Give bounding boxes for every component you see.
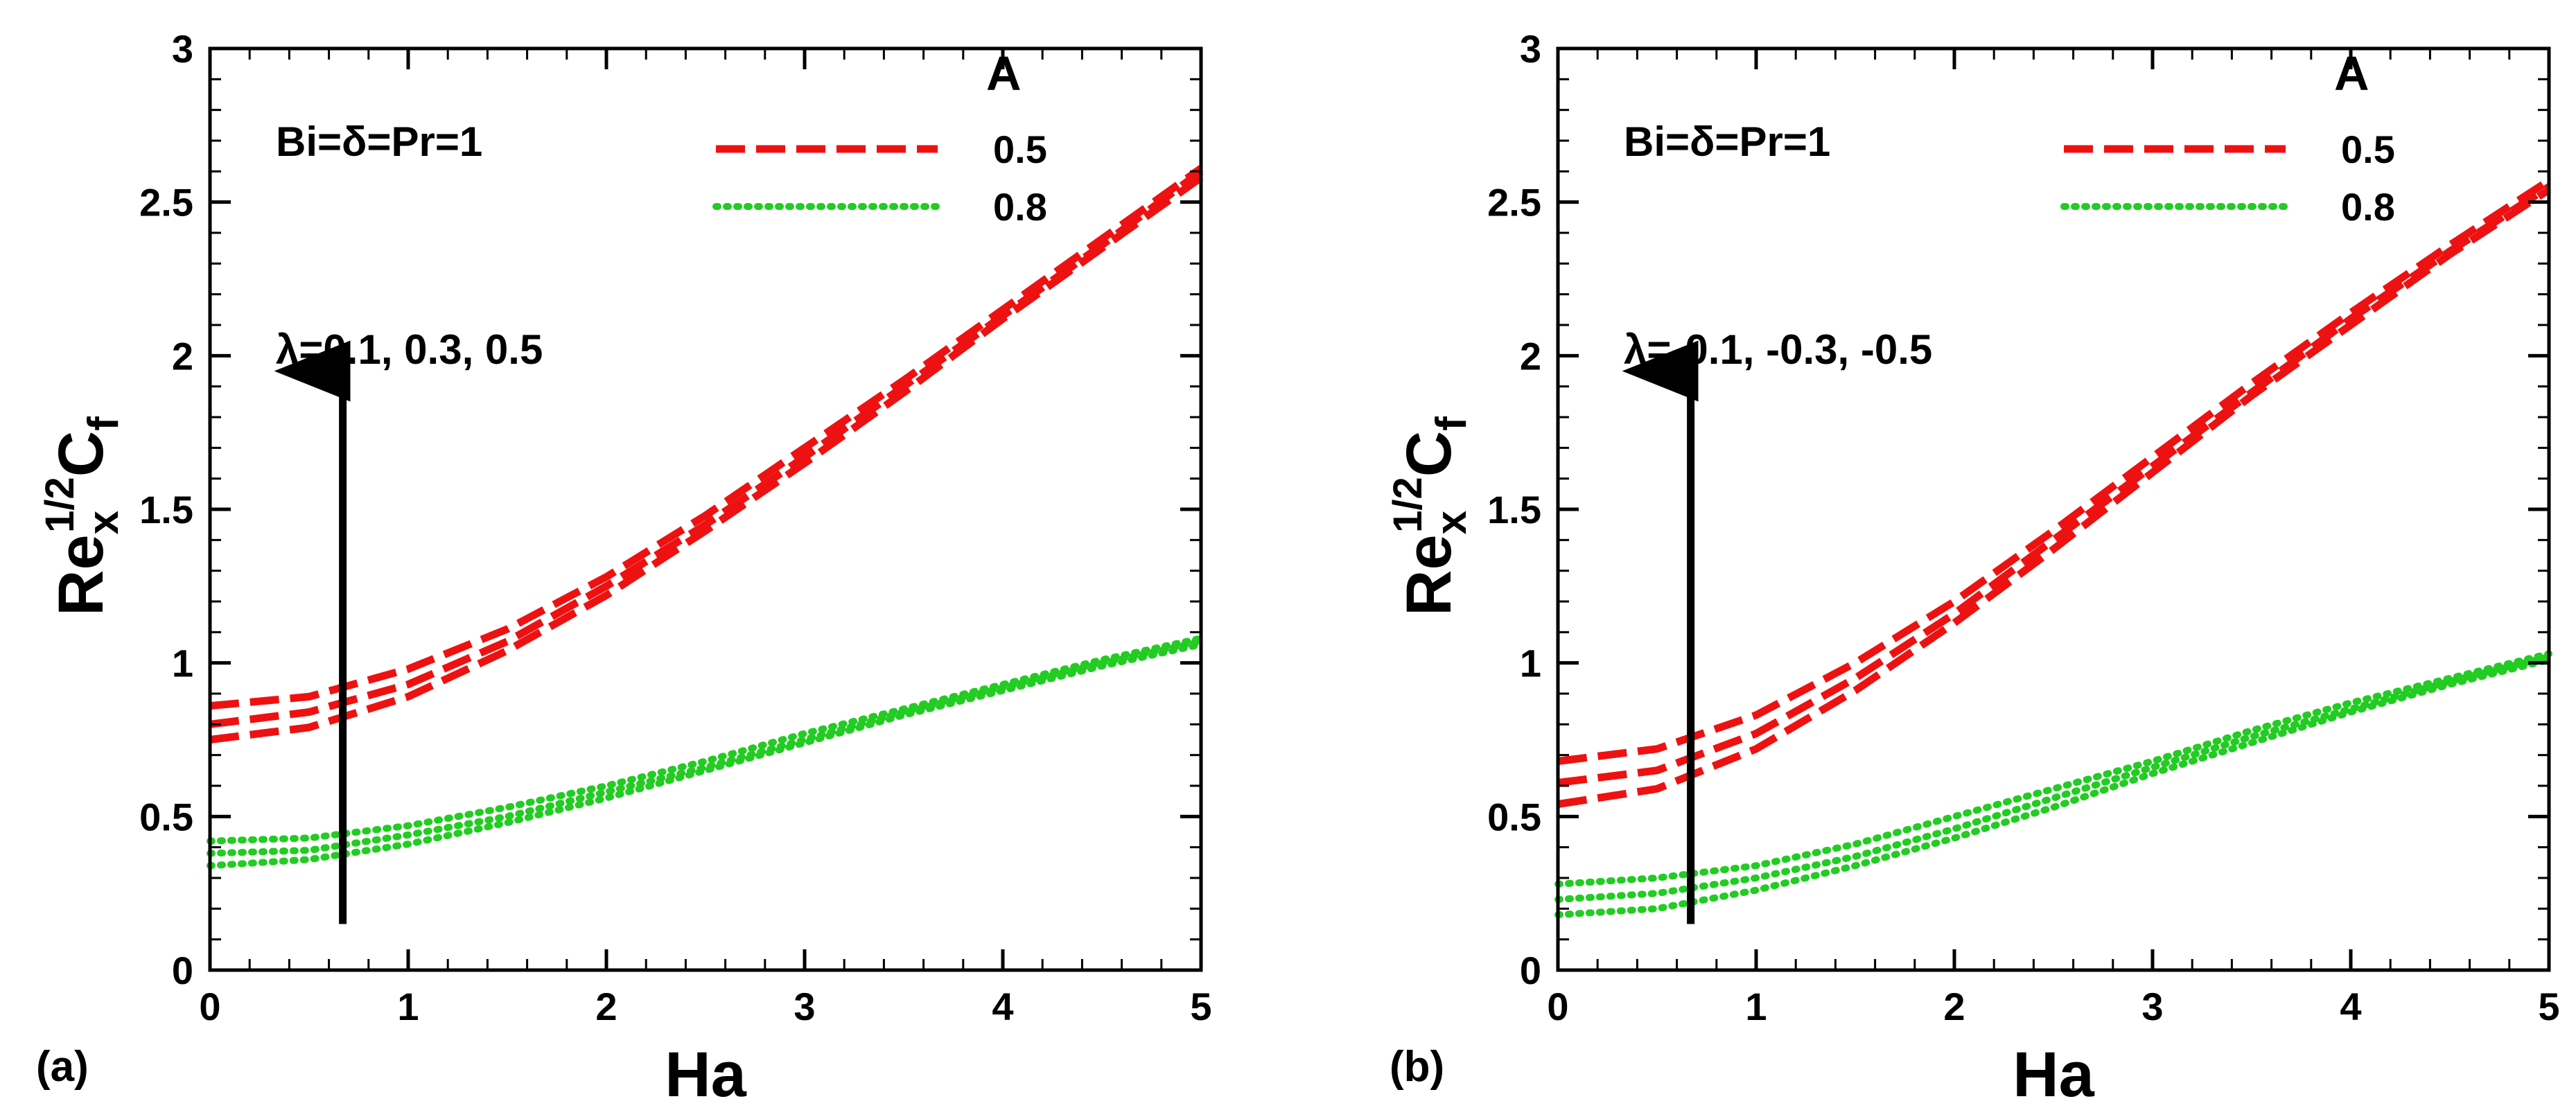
legend-label-a05: 0.5 — [993, 127, 1047, 171]
x-tick-labels: 0 1 2 3 4 5 — [199, 985, 1211, 1028]
y-label-sub-x: x — [1428, 510, 1475, 534]
y-tick-label: 0 — [172, 949, 193, 992]
series-line-3 — [209, 165, 1204, 710]
panel-label: (a) — [36, 1043, 89, 1091]
y-label-sup: 1/2 — [37, 477, 82, 533]
x-tick-label: 1 — [1745, 985, 1767, 1028]
y-tick-label: 1 — [1520, 642, 1541, 685]
legend-label-a05: 0.5 — [2341, 127, 2395, 171]
y-axis-label: Rex1/2Cf — [37, 416, 128, 616]
y-label-sub-f: f — [1428, 416, 1475, 431]
x-tick-label: 2 — [595, 985, 617, 1028]
legend: A 0.5 0.8 — [712, 46, 1047, 229]
parameter-text: Bi=δ=Pr=1 — [276, 118, 482, 165]
y-tick-label: 2 — [1520, 334, 1541, 378]
y-tick-label: 1 — [172, 642, 193, 685]
y-label-sub-x: x — [80, 510, 128, 534]
plot-frame — [1556, 46, 2551, 972]
panel-a: 0 0.5 1 1.5 2 2.5 3 0 1 2 3 4 5 Ha Rex1/2Cf Bi=δ=Pr… — [36, 27, 1212, 1110]
y-tick-label: 0.5 — [1487, 795, 1541, 838]
series-lines — [207, 165, 1204, 870]
legend-title: A — [986, 46, 1022, 100]
y-label-re: Re — [1394, 534, 1464, 616]
x-tick-label: 5 — [2538, 985, 2559, 1028]
x-tick-label: 2 — [1943, 985, 1965, 1028]
series-line-6 — [207, 635, 1204, 845]
y-label-re: Re — [46, 534, 116, 616]
parameter-text: Bi=δ=Pr=1 — [1624, 118, 1830, 165]
axis-ticks — [1556, 46, 2551, 972]
series-lines — [1554, 177, 2552, 919]
y-label-sup: 1/2 — [1385, 477, 1430, 533]
y-tick-label: 0 — [1520, 949, 1541, 992]
y-tick-label: 3 — [172, 27, 193, 71]
legend-label-a08: 0.8 — [2341, 185, 2395, 229]
panel-b: 0 0.5 1 1.5 2 2.5 3 0 1 2 3 4 5 Ha Rex1/2Cf Bi=δ=Pr… — [1385, 27, 2560, 1110]
legend-title: A — [2334, 46, 2369, 100]
y-tick-label: 2 — [172, 334, 193, 378]
x-tick-label: 5 — [1190, 985, 1211, 1028]
legend: A 0.5 0.8 — [2060, 46, 2395, 229]
series-line-4 — [207, 641, 1204, 870]
y-label-sub-f: f — [80, 416, 128, 431]
x-tick-label: 1 — [397, 985, 419, 1028]
panel-label: (b) — [1390, 1043, 1444, 1091]
y-label-c: C — [46, 431, 116, 477]
y-tick-label: 2.5 — [139, 181, 193, 225]
series-line-6 — [1554, 650, 2552, 888]
series-line-2 — [1557, 183, 2552, 787]
x-tick-label: 4 — [2340, 985, 2361, 1028]
x-tick-labels: 0 1 2 3 4 5 — [1547, 985, 2559, 1028]
axis-ticks — [208, 46, 1203, 972]
series-line-1 — [1557, 186, 2552, 809]
x-tick-label: 4 — [992, 985, 1013, 1028]
y-tick-label: 0.5 — [139, 795, 193, 838]
x-axis-label: Ha — [2013, 1039, 2094, 1110]
y-tick-labels: 0 0.5 1 1.5 2 2.5 3 — [139, 27, 193, 992]
legend-label-a08: 0.8 — [993, 185, 1047, 229]
series-line-1 — [209, 174, 1204, 744]
y-tick-label: 1.5 — [139, 488, 193, 531]
lambda-annotation: λ=0.1, 0.3, 0.5 — [276, 326, 543, 373]
x-axis-label: Ha — [665, 1039, 746, 1110]
x-tick-label: 0 — [199, 985, 220, 1028]
y-tick-labels: 0 0.5 1 1.5 2 2.5 3 — [1487, 27, 1541, 992]
series-line-2 — [209, 168, 1204, 728]
y-axis-label: Rex1/2Cf — [1385, 416, 1475, 616]
series-line-3 — [1557, 177, 2552, 765]
y-tick-label: 1.5 — [1487, 488, 1541, 531]
series-line-5 — [1554, 653, 2552, 903]
x-tick-label: 3 — [2141, 985, 2163, 1028]
x-tick-label: 0 — [1547, 985, 1568, 1028]
y-tick-label: 3 — [1520, 27, 1541, 71]
x-tick-label: 3 — [794, 985, 815, 1028]
y-tick-label: 2.5 — [1487, 181, 1541, 225]
lambda-annotation: λ=-0.1, -0.3, -0.5 — [1624, 326, 1932, 373]
y-label-c: C — [1394, 431, 1464, 477]
